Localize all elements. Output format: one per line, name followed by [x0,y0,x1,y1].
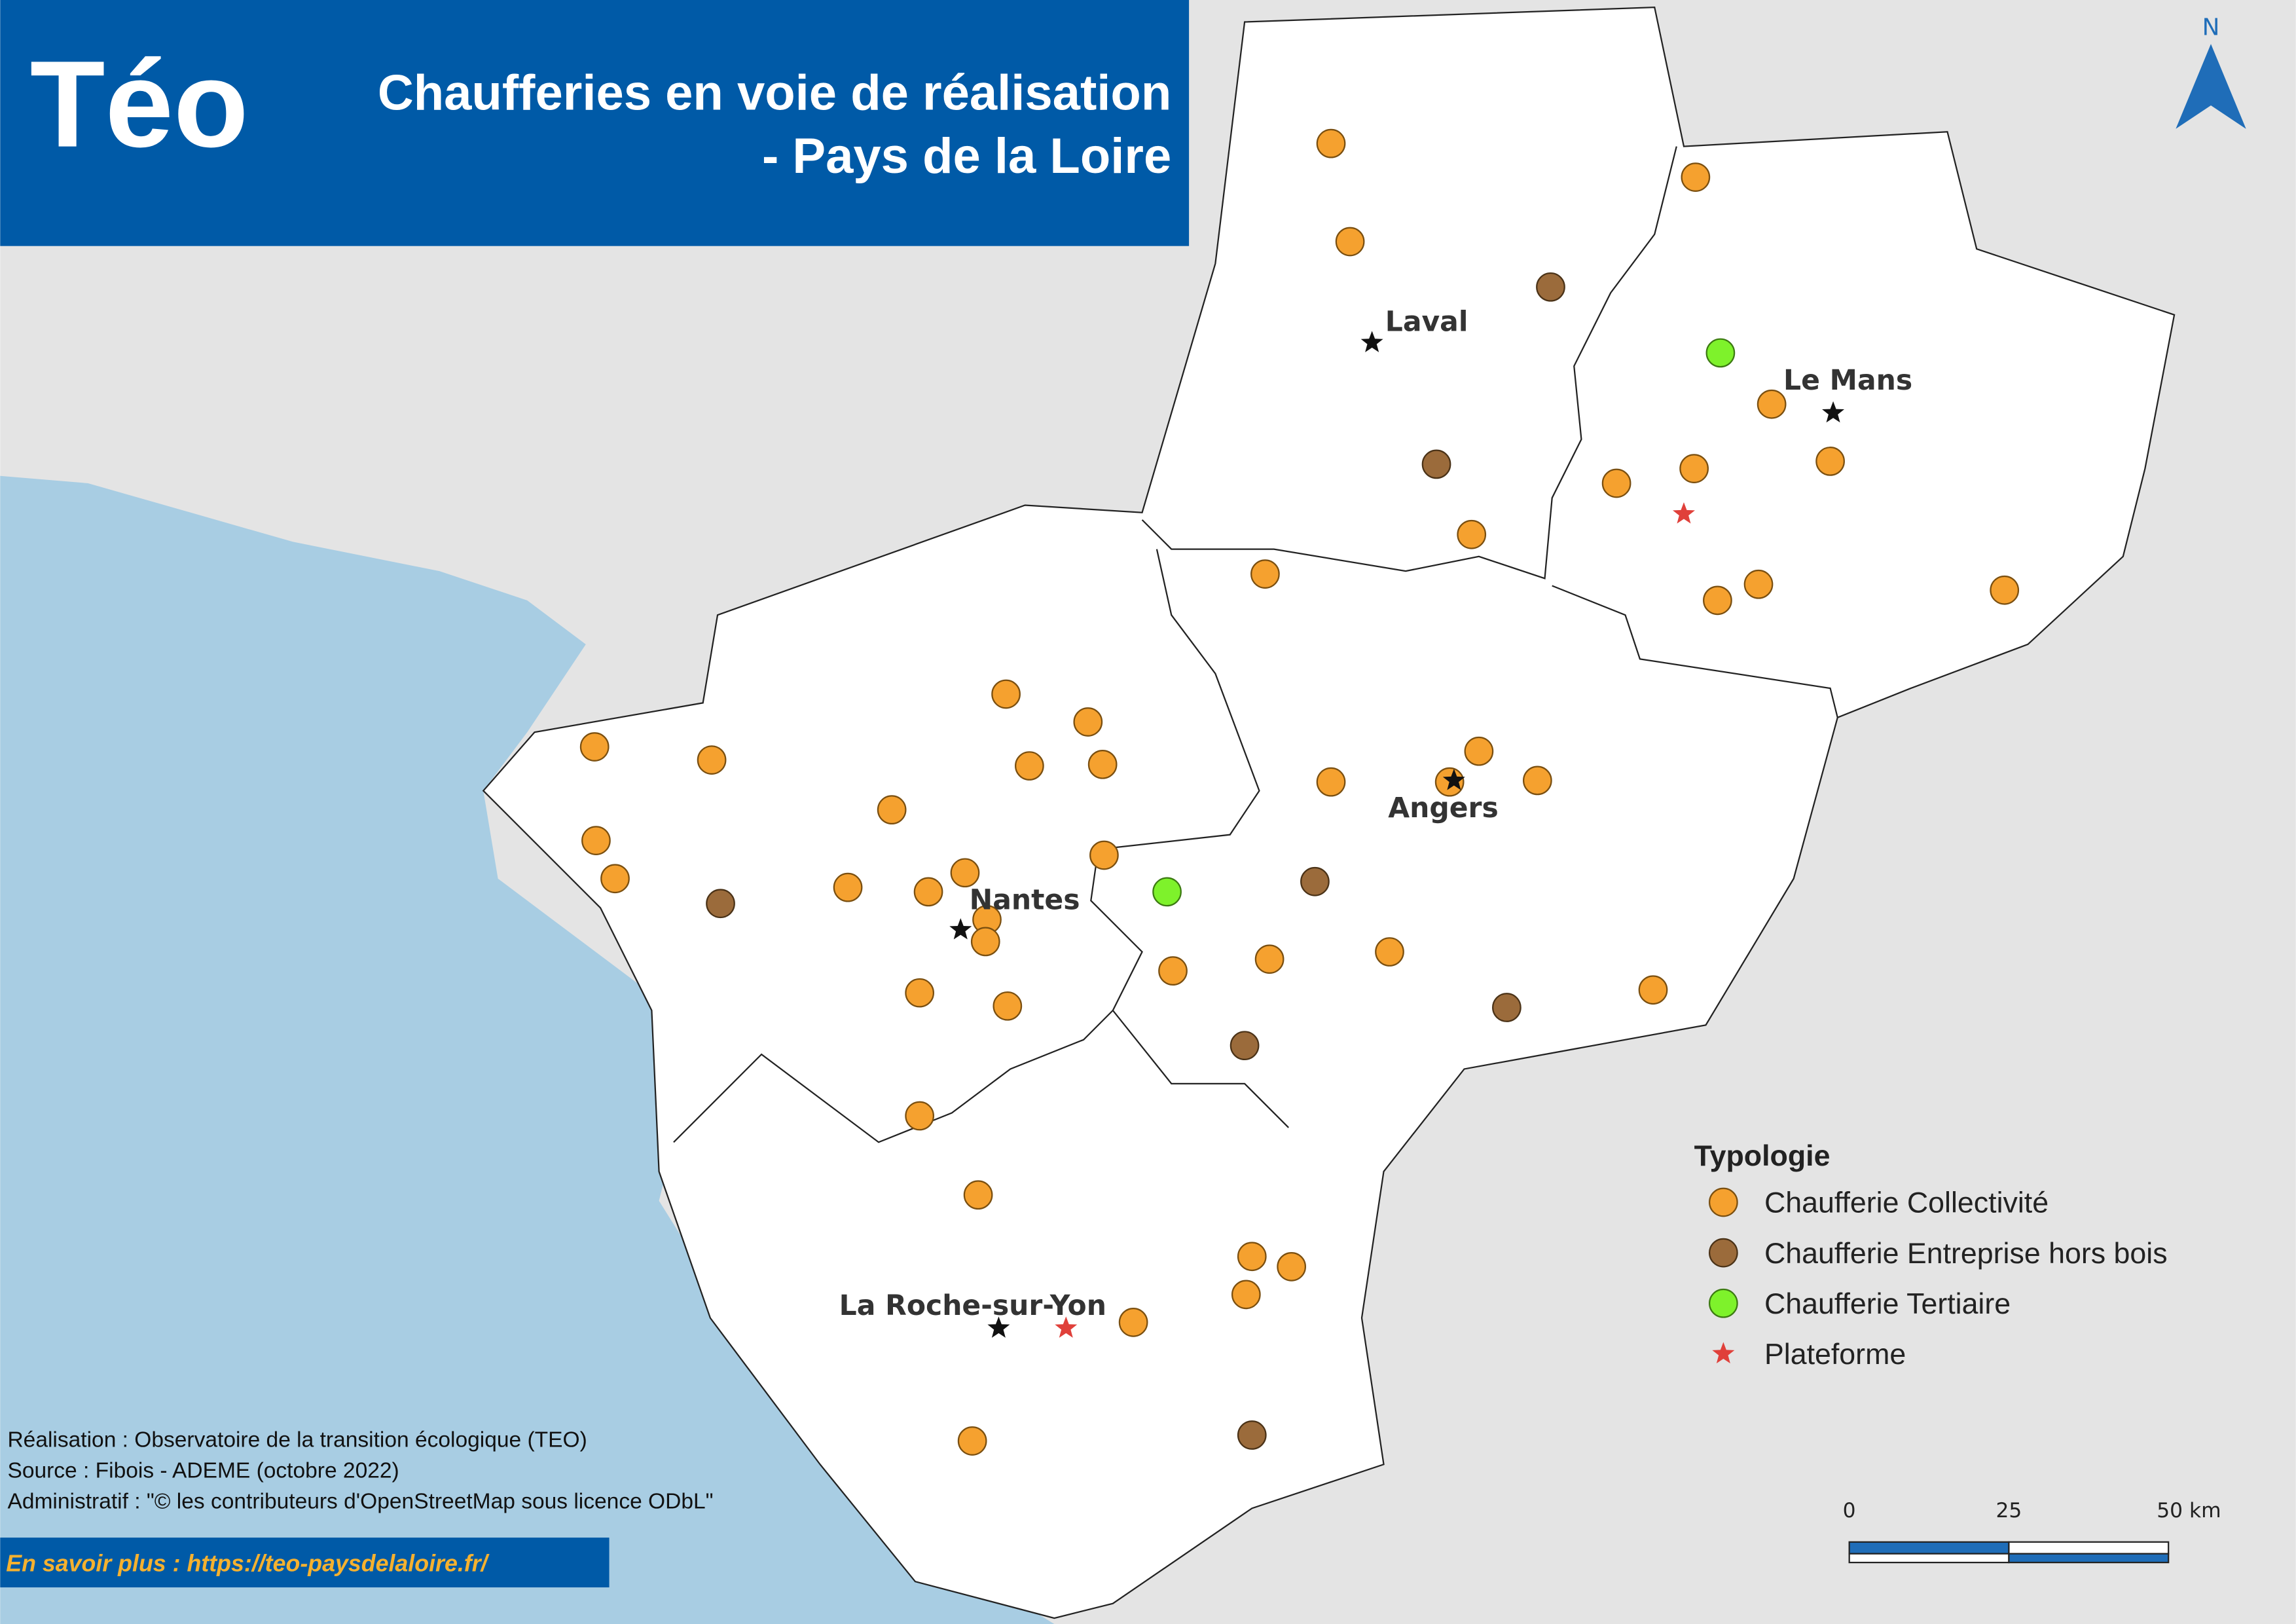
border [1552,585,1838,718]
site-marker [697,745,727,775]
city-marker [1442,769,1465,790]
site-marker [581,826,611,855]
city-marker [987,1316,1010,1338]
site-marker [1087,749,1118,779]
link-band [0,1538,610,1588]
site-marker [1158,956,1188,986]
site-marker [1705,338,1736,368]
site-marker [1990,575,2020,605]
site-marker [1638,975,1668,1005]
city-label: Laval [1385,306,1468,338]
logo: Téo [30,35,249,173]
site-marker [1015,751,1044,781]
title: Chaufferies en voie de réalisation [378,65,1171,121]
site-marker [600,864,630,894]
site-marker [1316,767,1346,797]
scale-label: 25 [1996,1499,2022,1522]
scale-bar [1848,1541,2010,1555]
city-marker [1360,331,1383,352]
credit: Administratif : "© les contributeurs d'O… [7,1489,713,1513]
site-marker [1231,1280,1261,1310]
scale-label: 50 km [2157,1499,2221,1522]
city-label: Le Mans [1783,365,1912,397]
legend-title: Typologie [1694,1140,1831,1172]
sea [0,475,1055,1624]
city-label: La Roche-sur-Yon [839,1290,1106,1322]
site-marker [950,858,980,888]
site-marker [1254,944,1285,974]
legend-label: Chaufferie Collectivité [1764,1187,2049,1219]
site-marker [1457,519,1487,549]
site-marker [1681,162,1711,192]
site-marker [579,732,610,762]
north-arrow [2176,44,2246,129]
scale-label: 0 [1843,1499,1856,1522]
site-marker [833,872,863,902]
legend-swatch [1712,1342,1735,1363]
site-marker [1743,569,1774,599]
site-marker [1118,1307,1148,1337]
site-marker [905,978,935,1008]
platform-marker [1055,1316,1078,1338]
site-marker [1464,736,1494,766]
site-marker [970,927,1000,957]
site-marker [1815,447,1845,476]
site-marker [1316,128,1346,158]
city-marker [1822,401,1845,423]
site-marker [1757,389,1787,419]
site-marker [957,1426,987,1456]
site-marker [991,679,1021,709]
link[interactable]: En savoir plus : https://teo-paysdelaloi… [6,1550,490,1576]
site-marker [905,1101,935,1131]
legend-label: Chaufferie Tertiaire [1764,1288,2011,1320]
city-marker [949,918,972,940]
site-marker [1421,449,1451,479]
border [1141,146,1677,580]
border [673,1010,1114,1143]
site-marker [1300,866,1330,896]
legend-label: Chaufferie Entreprise hors bois [1764,1238,2168,1270]
legend-label: Plateforme [1764,1338,1906,1371]
legend-swatch [1708,1288,1738,1318]
site-marker [1089,840,1119,870]
site-marker [1536,272,1565,302]
north-label: N [2202,14,2220,41]
header-band [0,0,1190,246]
legend-swatch [1708,1187,1738,1217]
site-marker [1679,454,1709,483]
site-marker [1237,1242,1267,1272]
site-marker [1703,585,1732,616]
scale-bar [2008,1541,2170,1555]
border [1090,549,1289,1128]
site-marker [1277,1251,1307,1282]
region [482,7,2176,1619]
city-label: Angers [1388,792,1499,824]
site-marker [877,795,907,825]
site-marker [1152,877,1182,907]
platform-marker [1672,502,1695,524]
scale-bar [2008,1553,2170,1564]
site-marker [1492,993,1522,1022]
city-label: Nantes [970,885,1080,917]
credit: Source : Fibois - ADEME (octobre 2022) [7,1458,399,1483]
site-marker [1335,227,1365,257]
credit: Réalisation : Observatoire de la transit… [7,1428,587,1452]
site-marker [993,991,1023,1021]
title: - Pays de la Loire [762,128,1171,184]
department-borders [673,146,1838,1143]
site-marker [1230,1031,1260,1061]
site-marker [1375,937,1404,967]
site-marker [1073,707,1103,737]
scale-bar [1848,1553,2010,1564]
site-marker [963,1180,993,1210]
site-marker [706,889,735,919]
site-marker [1250,559,1280,589]
site-marker [1237,1420,1267,1450]
site-marker [913,877,943,907]
site-marker [1522,766,1552,796]
site-marker [1601,468,1631,498]
legend-swatch [1708,1238,1738,1268]
